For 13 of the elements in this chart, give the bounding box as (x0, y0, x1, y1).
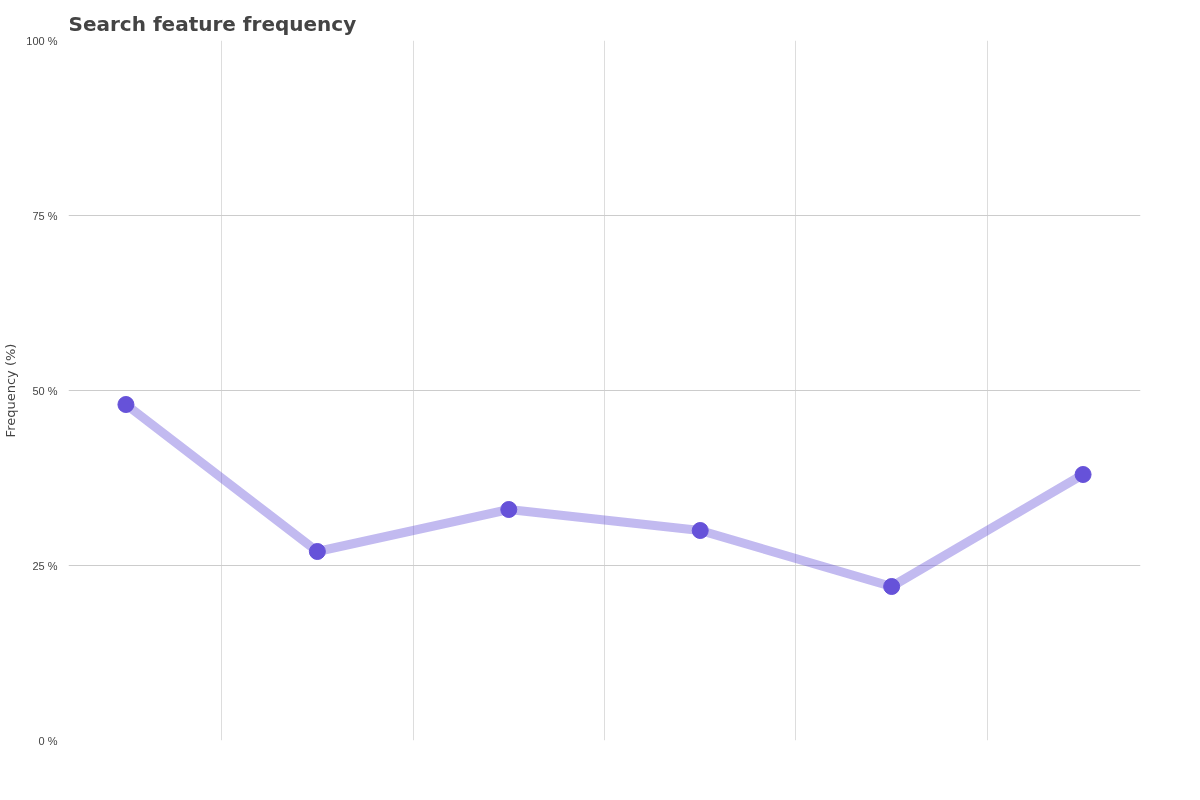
point (117, 396, 135, 413)
y-axis-title: Frequency (%) (3, 343, 19, 438)
point (1074, 466, 1092, 483)
y-tick-label: 25 % (32, 559, 58, 572)
y-tick-label: 0 % (38, 734, 58, 747)
point (883, 578, 901, 595)
chart-title: Search feature frequency (68, 11, 357, 36)
point (500, 501, 518, 518)
y-tick-label: 50 % (32, 384, 58, 397)
point (308, 543, 326, 560)
y-tick-label: 75 % (32, 209, 58, 222)
y-tick-label: 100 % (26, 34, 58, 47)
point (691, 522, 709, 539)
